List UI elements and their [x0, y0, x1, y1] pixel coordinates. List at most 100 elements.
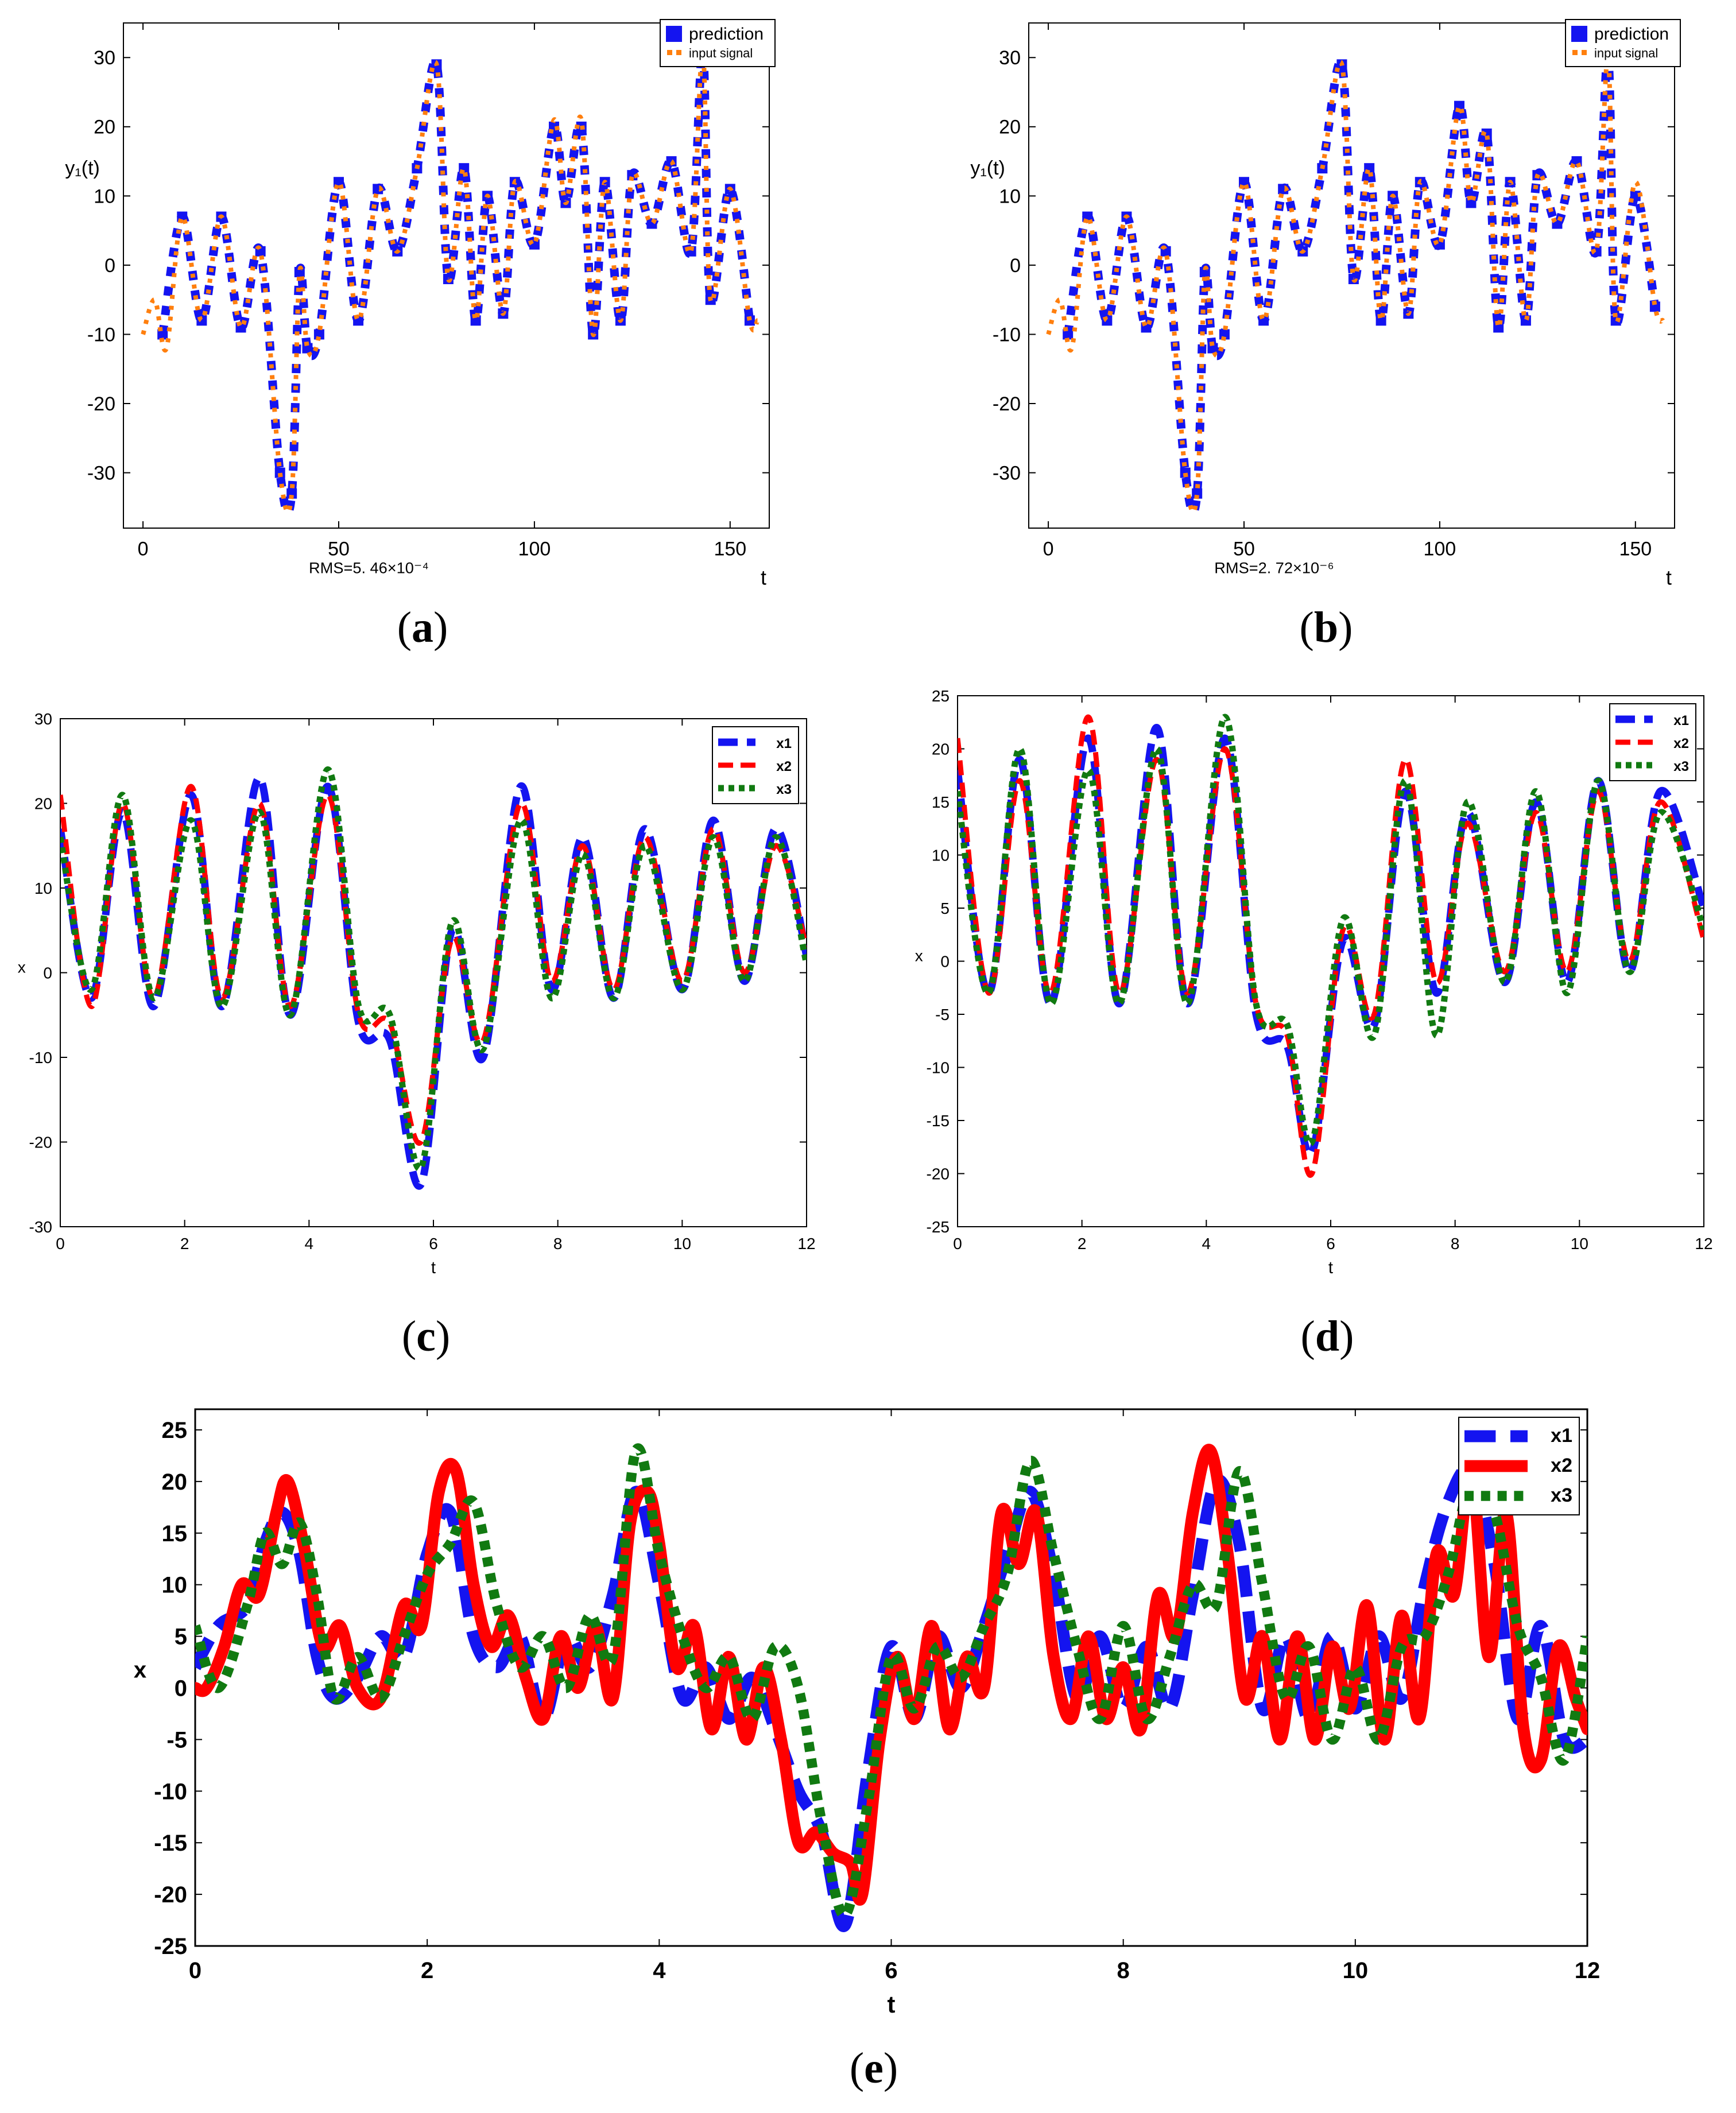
y-tick-label: 10: [999, 185, 1021, 207]
y-tick-label: -10: [87, 324, 115, 346]
x-tick-label: 50: [328, 538, 350, 560]
legend-swatch: [667, 50, 672, 55]
legend-label: x2: [1551, 1455, 1572, 1476]
x-tick-label: 10: [673, 1235, 691, 1253]
y-axis-label: x: [18, 959, 26, 976]
y-axis-label: x: [915, 947, 923, 965]
x-tick-label: 4: [1202, 1235, 1211, 1253]
data-point: [157, 329, 168, 340]
series-input signal-line: [141, 48, 760, 515]
x-axis-label: t: [761, 567, 766, 590]
legend-label: x1: [776, 736, 792, 751]
x-tick-label: 6: [429, 1235, 438, 1253]
y-tick-label: 5: [940, 900, 950, 917]
rms-annotation: RMS=2. 72×10⁻⁶: [1214, 559, 1334, 577]
series-x1-line: [60, 774, 807, 1190]
legend-label: prediction: [1594, 25, 1669, 44]
y-tick-label: 30: [999, 47, 1021, 69]
y-tick-label: -20: [154, 1882, 187, 1907]
y-tick-label: 30: [94, 47, 115, 69]
x-tick-label: 8: [553, 1235, 563, 1253]
legend-swatch: [666, 26, 682, 42]
data-point: [1192, 488, 1203, 499]
y-tick-label: -30: [87, 462, 115, 484]
y-tick-label: -15: [927, 1112, 950, 1130]
legend-label: x1: [1551, 1425, 1572, 1447]
y-tick-label: 0: [43, 964, 52, 982]
x-axis-label: t: [1666, 567, 1672, 590]
y-tick-label: 20: [34, 794, 52, 812]
y-tick-label: 0: [104, 255, 115, 277]
plot-area: [958, 714, 1704, 1178]
legend-swatch: [1572, 50, 1578, 55]
series-x3-line: [60, 766, 807, 1172]
y-tick-label: -10: [154, 1779, 187, 1804]
y-tick-label: 15: [932, 793, 950, 811]
x-tick-label: 150: [1619, 538, 1652, 560]
y-tick-label: 10: [932, 846, 950, 864]
x-tick-label: 0: [56, 1235, 65, 1253]
plot-area: [195, 1443, 1587, 1932]
series-x3-line: [195, 1443, 1587, 1920]
legend-label: x3: [1673, 759, 1689, 774]
data-point: [1063, 329, 1074, 340]
plot-area: [1046, 52, 1665, 517]
y-tick-label: 20: [94, 117, 115, 138]
y-tick-label: 15: [162, 1521, 188, 1546]
legend-swatch: [676, 50, 681, 55]
series-input signal-line: [1046, 55, 1665, 515]
chart-d: 0 2 4 6 8 10 12 -25 -20 -15 -10 -5 0 5 10 15 20 25 t x x1 x2 x…: [915, 687, 1713, 1277]
y-axis-label: y₁(t): [970, 157, 1005, 179]
y-tick-label: -5: [935, 1006, 950, 1023]
chart-b: 0 50 100 150 -30 -20 -10 0 10 20 30 t y₁(t) RMS=2. 72…: [970, 19, 1681, 590]
x-tick-label: 6: [1326, 1235, 1335, 1253]
y-tick-label: 25: [162, 1418, 188, 1443]
plot-area: [60, 766, 807, 1190]
legend-label: x2: [776, 759, 792, 774]
y-axis-label: y₁(t): [65, 157, 100, 179]
series-x3-line: [958, 714, 1704, 1147]
y-tick-label: -20: [927, 1165, 950, 1182]
legend-label: x3: [1551, 1484, 1572, 1506]
y-tick-label: -20: [993, 393, 1021, 415]
x-tick-label: 10: [1343, 1958, 1369, 1983]
x-axis-label: t: [888, 1991, 896, 2018]
y-tick-label: 20: [162, 1470, 188, 1495]
y-tick-label: 30: [34, 710, 52, 728]
x-tick-label: 100: [1424, 538, 1456, 560]
x-tick-label: 2: [180, 1235, 189, 1253]
y-tick-label: 5: [175, 1625, 187, 1650]
x-tick-label: 12: [797, 1235, 815, 1253]
legend-label: input signal: [1594, 46, 1658, 60]
y-tick-label: -30: [993, 462, 1021, 484]
y-tick-label: -10: [29, 1049, 52, 1067]
x-tick-label: 0: [138, 538, 149, 560]
y-tick-label: -5: [166, 1727, 187, 1753]
chart-c: 0 2 4 6 8 10 12 -30 -20 -10 0 10 20 30 t x x1 x2 x3: [18, 710, 816, 1277]
legend-label: x2: [1673, 736, 1689, 751]
y-tick-label: 0: [940, 952, 950, 970]
plot-frame: [1028, 22, 1675, 529]
chart-a: 0 50 100 150 -30 -20 -10 0 10 20 30 t y₁(t) RMS=5. 46…: [65, 19, 776, 590]
x-tick-label: 2: [421, 1958, 433, 1983]
legend-label: x1: [1673, 713, 1689, 728]
y-tick-label: 10: [34, 879, 52, 897]
x-tick-label: 100: [518, 538, 551, 560]
x-tick-label: 50: [1233, 538, 1255, 560]
x-tick-label: 12: [1575, 1958, 1601, 1983]
y-tick-label: 10: [162, 1573, 188, 1598]
y-tick-label: 0: [175, 1676, 187, 1701]
panel-label-b: (b): [1299, 603, 1353, 652]
x-tick-label: 4: [305, 1235, 314, 1253]
x-tick-label: 4: [653, 1958, 666, 1983]
y-tick-label: -10: [927, 1059, 950, 1076]
x-tick-label: 0: [953, 1235, 962, 1253]
plot-frame: [957, 695, 1704, 1227]
legend-label: prediction: [689, 25, 764, 44]
y-tick-label: -20: [87, 393, 115, 415]
y-axis-label: x: [134, 1658, 146, 1683]
x-tick-label: 12: [1695, 1235, 1712, 1253]
x-axis-label: t: [1328, 1258, 1333, 1277]
